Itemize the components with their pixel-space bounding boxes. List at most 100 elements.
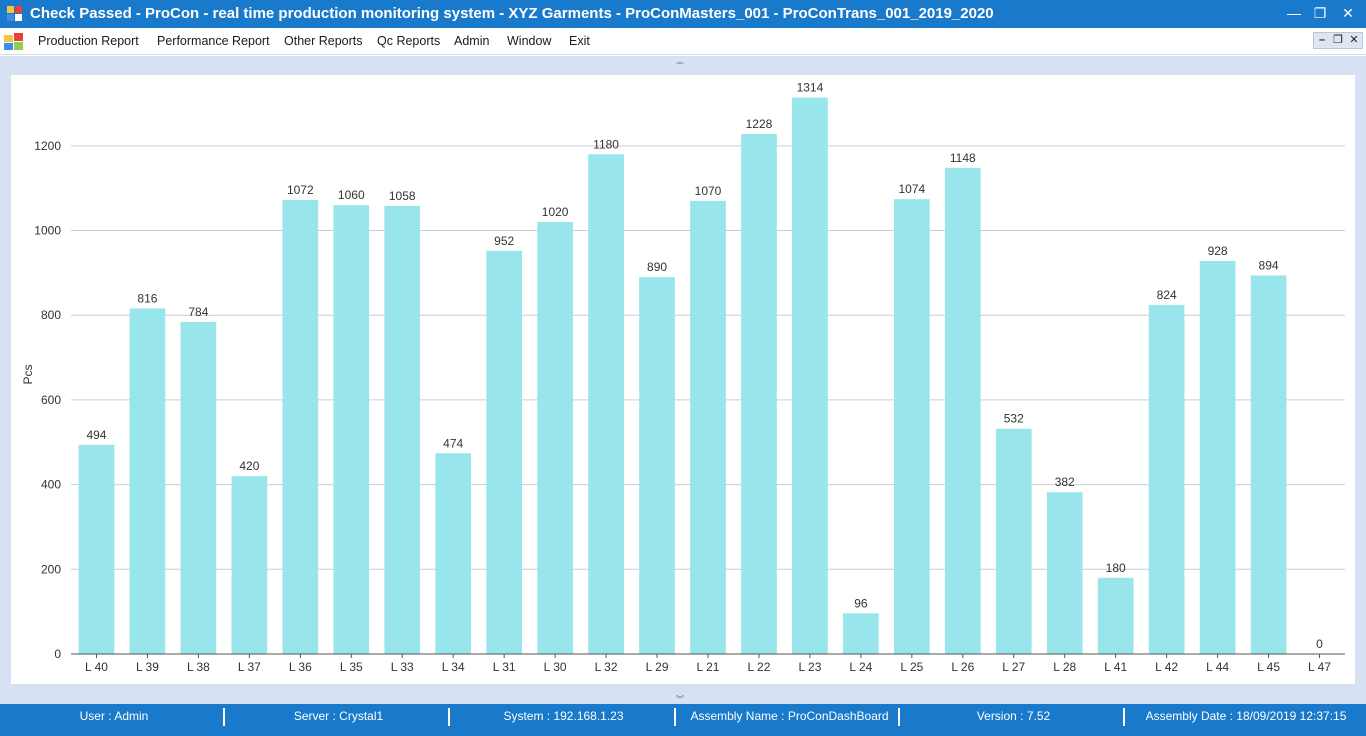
x-tick-label: L 21 bbox=[697, 660, 720, 674]
bar-value-label: 420 bbox=[239, 459, 259, 473]
status-version: Version : 7.52 bbox=[976, 709, 1051, 723]
bar-value-label: 96 bbox=[854, 596, 868, 610]
menu-production-report[interactable]: Production Report bbox=[38, 34, 139, 48]
bar-value-label: 1058 bbox=[389, 189, 416, 203]
x-tick-label: L 36 bbox=[289, 660, 312, 674]
collapse-down-icon[interactable]: ︾ bbox=[676, 695, 684, 704]
chart-area: 0 200 400 600 800 1000 1200 Pcs 494 L 40 816 L 39 78… bbox=[11, 75, 1355, 684]
y-tick-label: 0 bbox=[54, 647, 61, 661]
y-axis-label: Pcs bbox=[21, 364, 35, 384]
mdi-controls: – ❐ ✕ bbox=[1313, 32, 1363, 49]
x-tick-label: L 29 bbox=[646, 660, 669, 674]
bar-value-label: 1180 bbox=[593, 137, 619, 151]
status-separator bbox=[898, 708, 900, 726]
y-tick-label: 1000 bbox=[34, 224, 61, 238]
menu-performance-report[interactable]: Performance Report bbox=[157, 34, 270, 48]
mdi-restore-button[interactable]: ❐ bbox=[1333, 34, 1343, 46]
collapse-up-icon[interactable]: ︽ bbox=[676, 57, 684, 66]
bar-value-label: 824 bbox=[1157, 288, 1177, 302]
menu-other-reports[interactable]: Other Reports bbox=[284, 34, 363, 48]
x-tick-label: L 30 bbox=[544, 660, 567, 674]
title-bar: Check Passed - ProCon - real time produc… bbox=[0, 0, 1366, 28]
bottom-splitter[interactable]: ︾ bbox=[0, 694, 1366, 704]
bar-value-label: 784 bbox=[188, 305, 208, 319]
bar-value-label: 1072 bbox=[287, 183, 314, 197]
bar bbox=[435, 453, 472, 654]
bar bbox=[639, 277, 675, 654]
bar bbox=[537, 222, 573, 654]
bar-value-label: 816 bbox=[137, 291, 157, 305]
status-assembly-date: Assembly Date : 18/09/2019 12:37:15 bbox=[1145, 709, 1347, 723]
bar-value-label: 890 bbox=[647, 260, 667, 274]
top-splitter[interactable]: ︽ bbox=[0, 56, 1366, 66]
bar-value-label: 494 bbox=[86, 428, 106, 442]
x-tick-label: L 33 bbox=[391, 660, 414, 674]
bar-value-label: 1020 bbox=[542, 205, 569, 219]
x-tick-label: L 24 bbox=[849, 660, 872, 674]
x-tick-label: L 27 bbox=[1002, 660, 1025, 674]
x-tick-label: L 32 bbox=[595, 660, 618, 674]
close-button[interactable]: ✕ bbox=[1342, 5, 1354, 21]
menu-exit[interactable]: Exit bbox=[569, 34, 590, 48]
window-title: Check Passed - ProCon - real time produc… bbox=[30, 5, 994, 22]
x-tick-label: L 42 bbox=[1155, 660, 1178, 674]
bar bbox=[1250, 275, 1287, 654]
x-tick-label: L 39 bbox=[136, 660, 159, 674]
x-tick-label: L 38 bbox=[187, 660, 210, 674]
menu-window[interactable]: Window bbox=[507, 34, 552, 48]
status-system: System : 192.168.1.23 bbox=[503, 709, 624, 723]
app-icon bbox=[7, 6, 22, 21]
x-tick-label: L 23 bbox=[798, 660, 821, 674]
bar-value-label: 180 bbox=[1106, 561, 1126, 575]
status-assembly-name: Assembly Name : ProConDashBoard bbox=[690, 709, 889, 723]
bar-value-label: 1314 bbox=[797, 81, 824, 95]
bar bbox=[792, 97, 828, 655]
y-tick-label: 600 bbox=[41, 393, 61, 407]
bar bbox=[78, 444, 115, 654]
status-separator bbox=[674, 708, 676, 726]
bar bbox=[588, 154, 624, 654]
bar-value-label: 532 bbox=[1004, 412, 1024, 426]
bar-value-label: 0 bbox=[1316, 637, 1323, 651]
mdi-close-button[interactable]: ✕ bbox=[1349, 34, 1359, 46]
bar bbox=[231, 476, 268, 654]
x-tick-label: L 34 bbox=[442, 660, 465, 674]
bar bbox=[741, 133, 777, 655]
y-tick-label: 200 bbox=[41, 562, 61, 576]
bar-chart: 0 200 400 600 800 1000 1200 Pcs 494 L 40 816 L 39 78… bbox=[21, 81, 1345, 674]
bar bbox=[1046, 492, 1083, 654]
x-tick-label: L 31 bbox=[493, 660, 516, 674]
minimize-button[interactable]: — bbox=[1287, 5, 1301, 21]
restore-button[interactable]: ❐ bbox=[1313, 5, 1327, 21]
chart-panel: 0 200 400 600 800 1000 1200 Pcs 494 L 40 816 L 39 78… bbox=[0, 64, 1366, 694]
menu-admin[interactable]: Admin bbox=[454, 34, 490, 48]
bar bbox=[944, 167, 981, 654]
x-tick-label: L 44 bbox=[1206, 660, 1229, 674]
bar bbox=[129, 308, 166, 654]
bar bbox=[486, 250, 522, 655]
bar-value-label: 952 bbox=[494, 234, 514, 248]
bar bbox=[1148, 305, 1185, 654]
status-separator bbox=[448, 708, 450, 726]
bar bbox=[995, 428, 1032, 654]
mdi-minimize-button[interactable]: – bbox=[1318, 34, 1326, 46]
menu-qc-reports[interactable]: Qc Reports bbox=[377, 34, 441, 48]
child-window-icon[interactable] bbox=[4, 33, 24, 50]
bar bbox=[333, 205, 370, 654]
bar bbox=[180, 321, 217, 654]
x-tick-label: L 37 bbox=[238, 660, 261, 674]
x-tick-label: L 25 bbox=[900, 660, 923, 674]
status-separator bbox=[223, 708, 225, 726]
x-tick-label: L 26 bbox=[951, 660, 974, 674]
bar-value-label: 928 bbox=[1208, 244, 1228, 258]
x-tick-label: L 45 bbox=[1257, 660, 1280, 674]
bar-value-label: 1070 bbox=[695, 184, 722, 198]
y-tick-label: 1200 bbox=[34, 139, 61, 153]
x-tick-label: L 28 bbox=[1053, 660, 1076, 674]
status-user: User : Admin bbox=[79, 709, 149, 723]
bar bbox=[894, 199, 930, 654]
x-tick-label: L 40 bbox=[85, 660, 108, 674]
status-separator bbox=[1123, 708, 1125, 726]
bar bbox=[1097, 577, 1134, 654]
bar bbox=[1199, 261, 1236, 654]
